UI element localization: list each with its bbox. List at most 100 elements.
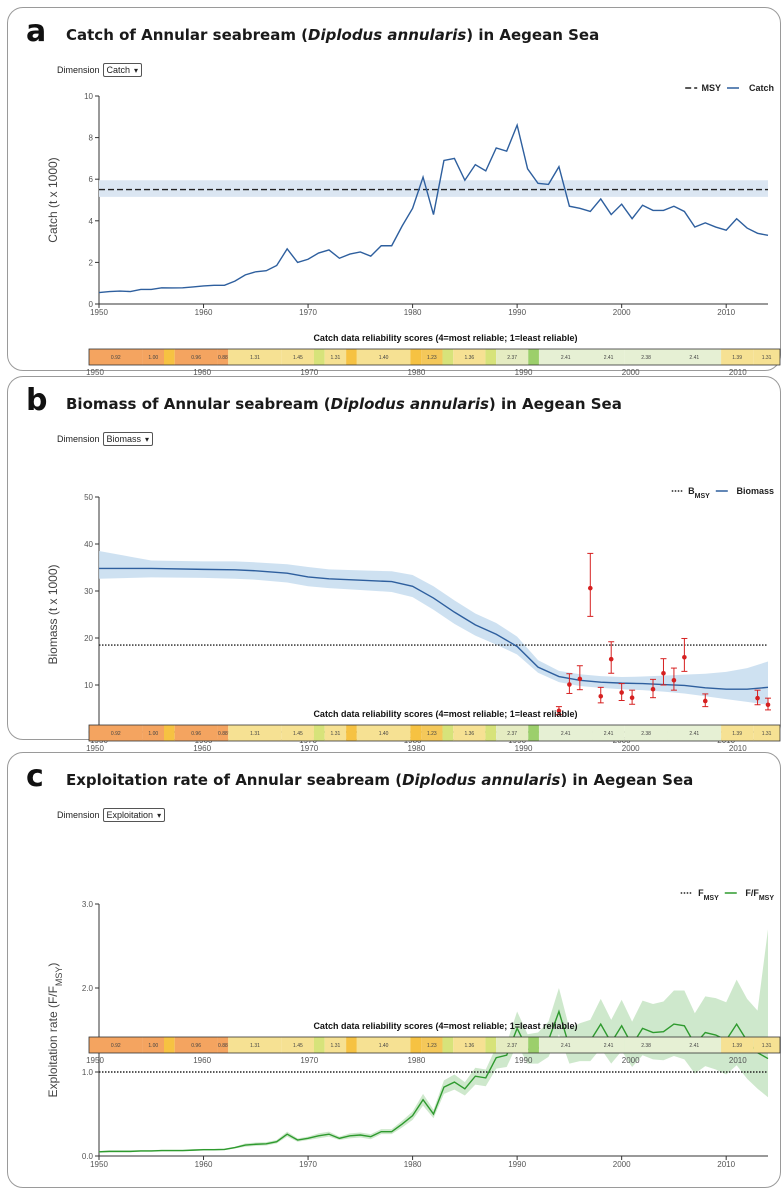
reliability-segment: [624, 1037, 668, 1053]
reliability-year-label: 1990: [515, 368, 533, 377]
reliability-segment: [592, 725, 625, 741]
reliability-segment: [496, 1037, 529, 1053]
dimension-select-biomass[interactable]: Biomass ▾: [102, 432, 154, 446]
panel-exploitation: c Exploitation rate of Annular seabream …: [7, 752, 781, 1188]
reliability-score: 2.38: [641, 1043, 651, 1049]
reliability-year-label: 1970: [300, 1056, 318, 1065]
reliability-year-label: 2010: [729, 1056, 747, 1065]
survey-point: [702, 698, 708, 704]
chart-title-exploitation: Exploitation rate of Annular seabream (D…: [66, 771, 694, 789]
reliability-score: 1.31: [250, 355, 260, 361]
reliability-segment: [592, 1037, 625, 1053]
legend-reference-label: BMSY: [688, 486, 710, 500]
legend-series-label: Biomass: [736, 486, 774, 496]
x-tick-label: 1970: [299, 1160, 317, 1169]
reliability-segment: [453, 725, 486, 741]
legend-reference-label: MSY: [701, 83, 721, 93]
dimension-control: Dimension Exploitation ▾: [57, 808, 166, 822]
x-tick-label: 1980: [404, 1160, 422, 1169]
reliability-segment: [721, 1037, 754, 1053]
msy-band: [99, 180, 768, 197]
reliability-segment: [89, 1037, 143, 1053]
reliability-segment: [667, 349, 722, 365]
y-tick-label: 4: [89, 217, 94, 226]
reliability-year-label: 1970: [300, 744, 318, 753]
reliability-year-label: 2010: [729, 368, 747, 377]
reliability-score: 1.23: [427, 1043, 437, 1049]
legend-series-label: F/FMSY: [745, 888, 774, 902]
reliability-year-label: 1990: [515, 744, 533, 753]
reliability-segment: [496, 349, 529, 365]
reliability-segment: [667, 725, 722, 741]
dimension-control: Dimension Biomass ▾: [57, 432, 154, 446]
x-tick-label: 2000: [613, 308, 631, 317]
reliability-score: 1.23: [427, 355, 437, 361]
reliability-score: 0.92: [111, 731, 121, 737]
survey-point: [755, 695, 760, 701]
chevron-down-icon: ▾: [157, 810, 162, 820]
reliability-score: 2.41: [689, 355, 699, 361]
chart-title-catch: Catch of Annular seabream (Diplodus annu…: [66, 26, 600, 44]
y-tick-label: 40: [84, 540, 93, 549]
reliability-segment: [410, 1037, 422, 1053]
dimension-select-exploitation[interactable]: Exploitation ▾: [102, 808, 166, 822]
reliability-segment: [624, 349, 668, 365]
reliability-segment: [89, 349, 143, 365]
reliability-frame: [88, 348, 781, 366]
reliability-segment: [313, 725, 325, 741]
reliability-segment: [217, 349, 229, 365]
survey-point: [598, 693, 604, 699]
reliability-segment: [485, 1037, 497, 1053]
reliability-segment: [538, 1037, 593, 1053]
y-tick-label: 50: [84, 493, 93, 502]
panel-letter-a: a: [26, 14, 47, 49]
reliability-segment: [721, 349, 754, 365]
y-axis-title: Biomass (t x 1000): [46, 564, 60, 664]
reliability-score: 1.31: [762, 1043, 772, 1049]
reliability-segment: [174, 349, 218, 365]
y-tick-label: 1.0: [82, 1068, 94, 1077]
reliability-segment: [163, 349, 175, 365]
reliability-score: 2.41: [604, 1043, 614, 1049]
dimension-select-catch[interactable]: Catch ▾: [102, 63, 143, 77]
reliability-score: 2.41: [561, 355, 571, 361]
reliability-score: 1.45: [293, 1043, 303, 1049]
panel-letter-c: c: [26, 759, 44, 794]
reliability-score: 2.41: [604, 355, 614, 361]
reliability-segment: [346, 1037, 357, 1053]
survey-point: [661, 670, 666, 676]
reliability-score: 2.41: [604, 731, 614, 737]
reliability-score: 1.40: [379, 731, 389, 737]
reliability-score: 2.41: [561, 1043, 571, 1049]
x-tick-label: 2010: [717, 1160, 735, 1169]
reliability-score: 1.31: [331, 1043, 341, 1049]
reliability-score: 0.88: [218, 731, 228, 737]
reliability-score: 1.45: [293, 731, 303, 737]
reliability-score: 0.96: [191, 355, 201, 361]
reliability-segment: [346, 725, 357, 741]
reliability-segment: [356, 349, 411, 365]
chevron-down-icon: ▾: [134, 65, 139, 75]
legend-reference-label: FMSY: [698, 888, 719, 902]
reliability-title: Catch data reliability scores (4=most re…: [313, 709, 577, 719]
reliability-score: 1.40: [379, 1043, 389, 1049]
y-tick-label: 10: [84, 92, 93, 101]
reliability-score: 1.45: [293, 355, 303, 361]
reliability-segment: [753, 725, 780, 741]
reliability-segment: [442, 725, 454, 741]
reliability-segment: [174, 725, 218, 741]
survey-point: [671, 678, 677, 683]
reliability-year-label: 1960: [193, 744, 211, 753]
reliability-score: 1.23: [427, 731, 437, 737]
dimension-control: Dimension Catch ▾: [57, 63, 143, 77]
chart-svg-catch: 0 2 4 6 8 10 1950 1960 1970 1980 1990 2000 2010 Catch…: [46, 83, 781, 377]
reliability-segment: [528, 1037, 539, 1053]
survey-point: [567, 682, 572, 687]
panel-letter-b: b: [26, 383, 48, 418]
survey-point: [608, 656, 614, 662]
reliability-segment: [89, 725, 143, 741]
reliability-segment: [753, 1037, 780, 1053]
reliability-year-label: 2000: [622, 744, 640, 753]
reliability-year-label: 2000: [622, 1056, 640, 1065]
chevron-down-icon: ▾: [145, 434, 150, 444]
